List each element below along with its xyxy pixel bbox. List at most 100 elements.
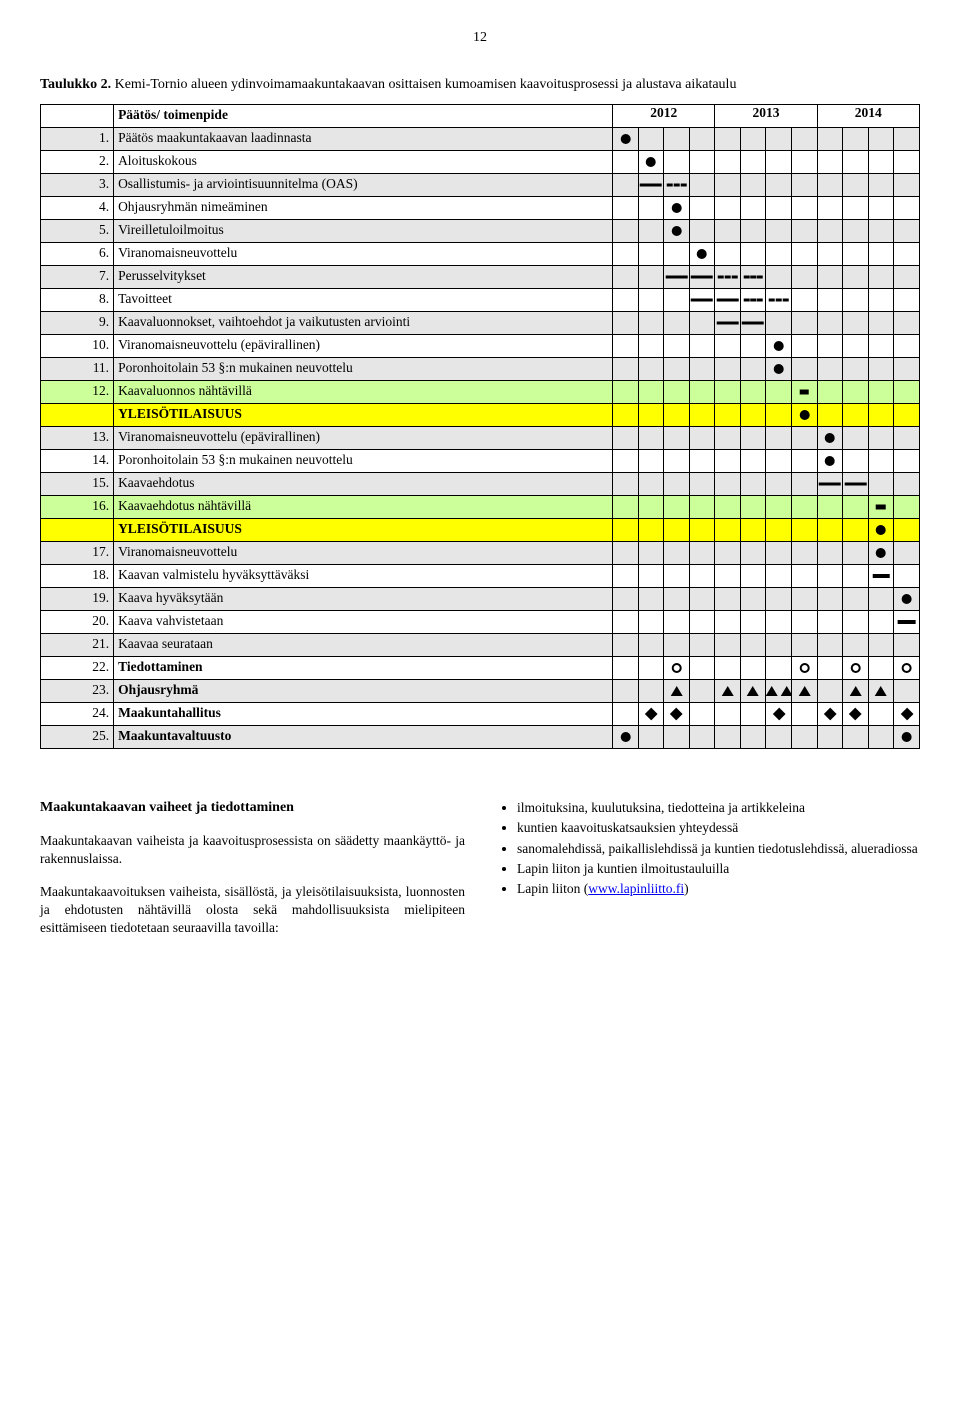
timeline-cell bbox=[689, 450, 715, 473]
timeline-cell bbox=[843, 404, 869, 427]
timeline-cell bbox=[792, 243, 818, 266]
timeline-cell bbox=[868, 450, 894, 473]
row-label: YLEISÖTILAISUUS bbox=[114, 404, 613, 427]
timeline-cell bbox=[766, 726, 792, 749]
timeline-cell bbox=[740, 703, 766, 726]
timeline-cell bbox=[613, 657, 639, 680]
row-label: Poronhoitolain 53 §:n mukainen neuvottel… bbox=[114, 450, 613, 473]
timeline-cell bbox=[689, 358, 715, 381]
timeline-cell bbox=[664, 312, 690, 335]
timeline-cell bbox=[664, 358, 690, 381]
timeline-cell bbox=[715, 404, 741, 427]
timeline-cell bbox=[638, 496, 664, 519]
timeline-cell bbox=[664, 726, 690, 749]
timeline-cell bbox=[817, 496, 843, 519]
row-label: Kaavaehdotus nähtävillä bbox=[114, 496, 613, 519]
timeline-cell bbox=[689, 565, 715, 588]
timeline-cell bbox=[715, 174, 741, 197]
timeline-cell bbox=[689, 473, 715, 496]
row-label: Viranomaisneuvottelu bbox=[114, 243, 613, 266]
timeline-cell bbox=[664, 565, 690, 588]
timeline-cell bbox=[715, 335, 741, 358]
timeline-cell bbox=[792, 588, 818, 611]
header-2012: 2012 bbox=[613, 105, 715, 128]
timeline-cell bbox=[664, 243, 690, 266]
page-number: 12 bbox=[40, 30, 920, 46]
timeline-cell bbox=[792, 496, 818, 519]
timeline-cell bbox=[613, 519, 639, 542]
timeline-cell bbox=[894, 427, 920, 450]
timeline-cell bbox=[715, 657, 741, 680]
timeline-cell bbox=[766, 220, 792, 243]
timeline-cell bbox=[868, 427, 894, 450]
timeline-cell bbox=[894, 128, 920, 151]
timeline-cell bbox=[792, 657, 818, 680]
timeline-cell bbox=[868, 312, 894, 335]
row-num bbox=[41, 519, 114, 542]
timeline-cell bbox=[817, 726, 843, 749]
timeline-cell bbox=[894, 450, 920, 473]
row-num: 19. bbox=[41, 588, 114, 611]
row-num: 9. bbox=[41, 312, 114, 335]
row-label: YLEISÖTILAISUUS bbox=[114, 519, 613, 542]
timeline-cell bbox=[613, 496, 639, 519]
timeline-cell bbox=[740, 611, 766, 634]
row-label: Kaavaa seurataan bbox=[114, 634, 613, 657]
timeline-cell bbox=[792, 473, 818, 496]
timeline-cell bbox=[689, 381, 715, 404]
row-num: 22. bbox=[41, 657, 114, 680]
timeline-cell bbox=[817, 450, 843, 473]
timeline-cell bbox=[792, 335, 818, 358]
timeline-cell bbox=[766, 519, 792, 542]
timeline-cell bbox=[766, 174, 792, 197]
timeline-cell bbox=[638, 312, 664, 335]
timeline-cell bbox=[766, 289, 792, 312]
timeline-cell bbox=[792, 703, 818, 726]
timeline-cell bbox=[868, 542, 894, 565]
timeline-cell bbox=[740, 588, 766, 611]
timeline-cell bbox=[613, 312, 639, 335]
timeline-cell bbox=[715, 312, 741, 335]
timeline-cell bbox=[613, 243, 639, 266]
schedule-table: Päätös/ toimenpide2012201320141.Päätös m… bbox=[40, 104, 920, 749]
row-label: Tiedottaminen bbox=[114, 657, 613, 680]
timeline-cell bbox=[638, 243, 664, 266]
timeline-cell bbox=[689, 404, 715, 427]
timeline-cell bbox=[613, 473, 639, 496]
timeline-cell bbox=[740, 220, 766, 243]
timeline-cell bbox=[792, 680, 818, 703]
bullet-item: Lapin liiton ja kuntien ilmoitustauluill… bbox=[517, 860, 920, 878]
timeline-cell bbox=[817, 519, 843, 542]
timeline-cell bbox=[766, 634, 792, 657]
timeline-cell bbox=[894, 680, 920, 703]
timeline-cell bbox=[664, 427, 690, 450]
timeline-cell bbox=[664, 473, 690, 496]
timeline-cell bbox=[817, 634, 843, 657]
timeline-cell bbox=[817, 703, 843, 726]
row-label: Kaava vahvistetaan bbox=[114, 611, 613, 634]
timeline-cell bbox=[817, 565, 843, 588]
timeline-cell bbox=[792, 726, 818, 749]
lapinliitto-link[interactable]: www.lapinliitto.fi bbox=[588, 881, 684, 896]
timeline-cell bbox=[843, 335, 869, 358]
row-num: 6. bbox=[41, 243, 114, 266]
timeline-cell bbox=[868, 519, 894, 542]
timeline-cell bbox=[894, 565, 920, 588]
bullet-item: kuntien kaavoituskatsauksien yhteydessä bbox=[517, 819, 920, 837]
timeline-cell bbox=[843, 128, 869, 151]
timeline-cell bbox=[715, 128, 741, 151]
timeline-cell bbox=[638, 381, 664, 404]
timeline-cell bbox=[894, 197, 920, 220]
timeline-cell bbox=[766, 312, 792, 335]
timeline-cell bbox=[638, 703, 664, 726]
row-num: 3. bbox=[41, 174, 114, 197]
timeline-cell bbox=[817, 473, 843, 496]
timeline-cell bbox=[766, 565, 792, 588]
timeline-cell bbox=[715, 381, 741, 404]
timeline-cell bbox=[664, 657, 690, 680]
timeline-cell bbox=[740, 174, 766, 197]
timeline-cell bbox=[792, 174, 818, 197]
timeline-cell bbox=[766, 496, 792, 519]
timeline-cell bbox=[868, 634, 894, 657]
timeline-cell bbox=[715, 703, 741, 726]
